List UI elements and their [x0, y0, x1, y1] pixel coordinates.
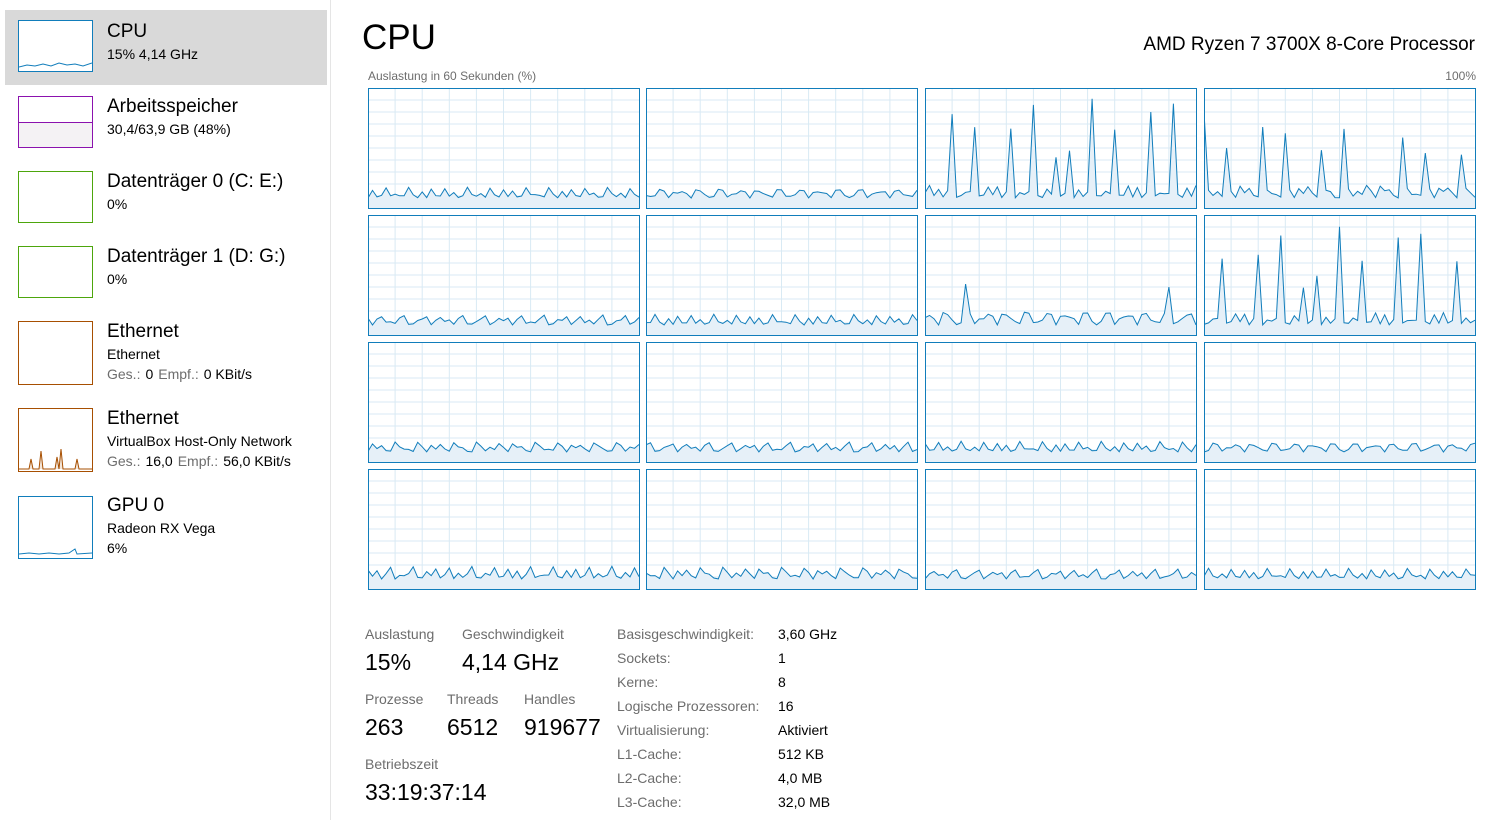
stat-value: 15%: [365, 649, 412, 675]
detail-value: 4,0 MB: [778, 770, 823, 786]
detail-value: 16: [778, 698, 794, 714]
page-title: CPU: [362, 18, 436, 57]
eth1-thumb: [18, 408, 93, 472]
core-graph: [646, 88, 918, 209]
item-subtitle: Ethernet: [107, 346, 160, 362]
core-graph: [925, 215, 1197, 336]
detail-value: Aktiviert: [778, 722, 828, 738]
detail-value: 3,60 GHz: [778, 626, 838, 642]
item-title: Datenträger 0 (C: E:): [107, 171, 284, 192]
eth0-thumb: [18, 321, 93, 385]
core-graph: [646, 215, 918, 336]
stat-label: Prozesse: [365, 691, 424, 707]
processor-name: AMD Ryzen 7 3700X 8-Core Processor: [1143, 34, 1475, 55]
core-graph: [368, 342, 640, 463]
detail-part: 0: [145, 366, 154, 382]
stat-label: Geschwindigkeit: [462, 626, 564, 642]
detail-label: Basisgeschwindigkeit:: [617, 626, 754, 642]
stat-value: 4,14 GHz: [462, 649, 560, 675]
item-subtitle: 0%: [107, 196, 128, 212]
core-graph: [368, 469, 640, 590]
stat-label: Betriebszeit: [365, 756, 439, 772]
stat-label: Auslastung: [365, 626, 435, 642]
detail-label: Virtualisierung:: [617, 722, 710, 738]
stat-value: 6512: [447, 714, 499, 740]
core-graph: [1204, 469, 1476, 590]
item-detail: 6%: [107, 540, 132, 556]
detail-part: 6%: [107, 540, 128, 556]
detail-label: Kerne:: [617, 674, 659, 690]
core-graph: [368, 88, 640, 209]
detail-value: 8: [778, 674, 786, 690]
item-title: Ethernet: [107, 408, 179, 429]
detail-label: Logische Prozessoren:: [617, 698, 760, 714]
item-detail: Ges.: 16,0 Empf.: 56,0 KBit/s: [107, 453, 296, 469]
detail-value: 1: [778, 650, 786, 666]
detail-label: L3-Cache:: [617, 794, 682, 810]
core-graph: [368, 215, 640, 336]
detail-value: 32,0 MB: [778, 794, 831, 810]
detail-part: 56,0 KBit/s: [223, 453, 291, 469]
detail-part: Ges.:: [107, 366, 141, 382]
detail-label: L1-Cache:: [617, 746, 682, 762]
detail-label: Sockets:: [617, 650, 671, 666]
core-graph: [1204, 215, 1476, 336]
stat-label: Threads: [447, 691, 499, 707]
item-title: Ethernet: [107, 321, 179, 342]
detail-label: L2-Cache:: [617, 770, 682, 786]
core-graph: [925, 469, 1197, 590]
item-subtitle: 30,4/63,9 GB (48%): [107, 121, 231, 137]
item-subtitle: 0%: [107, 271, 128, 287]
core-graph: [646, 469, 918, 590]
cpu-thumb: [18, 20, 93, 72]
detail-part: 0 KBit/s: [203, 366, 252, 382]
detail-part: Empf.:: [158, 366, 199, 382]
core-graph: [925, 88, 1197, 209]
stat-value: 33:19:37:14: [365, 779, 487, 805]
item-detail: Ges.: 0 Empf.: 0 KBit/s: [107, 366, 257, 382]
graph-max: 100%: [1445, 69, 1476, 83]
item-title: CPU: [107, 21, 148, 42]
stat-value: 263: [365, 714, 404, 740]
core-graph: [1204, 88, 1476, 209]
item-title: GPU 0: [107, 495, 165, 516]
detail-value: 512 KB: [778, 746, 824, 762]
core-graph: [646, 342, 918, 463]
memory-thumb: [18, 96, 93, 148]
disk0-thumb: [18, 171, 93, 223]
item-subtitle: VirtualBox Host-Only Network: [107, 433, 292, 449]
gpu-thumb: [18, 496, 93, 559]
item-subtitle: Radeon RX Vega: [107, 520, 216, 536]
item-title: Datenträger 1 (D: G:): [107, 246, 286, 267]
core-graph: [925, 342, 1197, 463]
disk1-thumb: [18, 246, 93, 298]
stat-label: Handles: [524, 691, 576, 707]
item-subtitle: 15% 4,14 GHz: [107, 46, 199, 62]
detail-part: Ges.:: [107, 453, 141, 469]
sidebar: CPU 15% 4,14 GHz Arbeitsspeicher 30,4/63,9 …: [0, 0, 331, 820]
stat-value: 919677: [524, 714, 601, 740]
item-title: Arbeitsspeicher: [107, 96, 238, 117]
graph-label: Auslastung in 60 Sekunden (%): [368, 69, 537, 83]
core-graph: [1204, 342, 1476, 463]
detail-part: 16,0: [145, 453, 173, 469]
detail-part: Empf.:: [177, 453, 219, 469]
